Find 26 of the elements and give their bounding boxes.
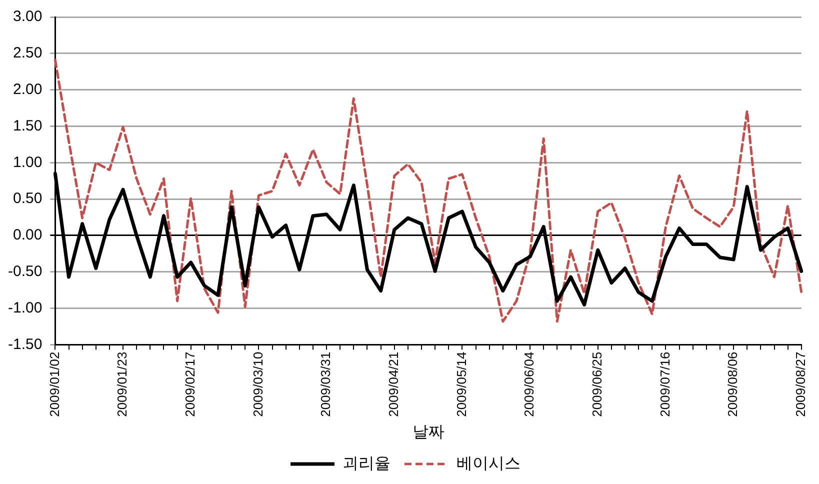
y-tick-label: 1.50: [12, 117, 42, 134]
x-tick-label: 2009/08/27: [792, 352, 808, 417]
y-tick-label: 3.00: [12, 8, 42, 26]
y-tick-label: -1.50: [8, 336, 42, 353]
y-tick-label: -1.00: [8, 299, 42, 316]
x-tick-label: 2009/04/21: [386, 352, 401, 417]
x-tick-label: 2009/06/04: [522, 352, 537, 417]
x-axis-title: 날짜: [412, 424, 444, 441]
y-tick-label: 1.00: [12, 154, 42, 171]
x-tick-label: 2009/02/17: [182, 352, 198, 417]
x-tick-label: 2009/06/25: [589, 352, 604, 417]
x-tick-label: 2009/03/10: [250, 352, 266, 417]
y-tick-label: -0.50: [8, 263, 42, 280]
legend-label: 괴리율: [342, 455, 390, 472]
line-series: [54, 58, 803, 323]
y-tick-label: 0.00: [12, 226, 42, 244]
x-tick-label: 2009/05/14: [454, 352, 469, 417]
y-tick-label: 0.50: [12, 190, 42, 208]
x-tick-label: 2009/03/31: [318, 352, 334, 417]
y-tick-label: 2.50: [12, 44, 42, 62]
y-tick-label: 2.00: [12, 80, 42, 98]
x-tick-label: 2009/01/23: [114, 352, 130, 417]
legend-label: 베이시스: [456, 455, 520, 472]
x-tick-label: 2009/08/06: [725, 352, 740, 417]
x-tick-label: 2009/01/02: [46, 352, 62, 417]
x-tick-label: 2009/07/16: [657, 352, 672, 417]
